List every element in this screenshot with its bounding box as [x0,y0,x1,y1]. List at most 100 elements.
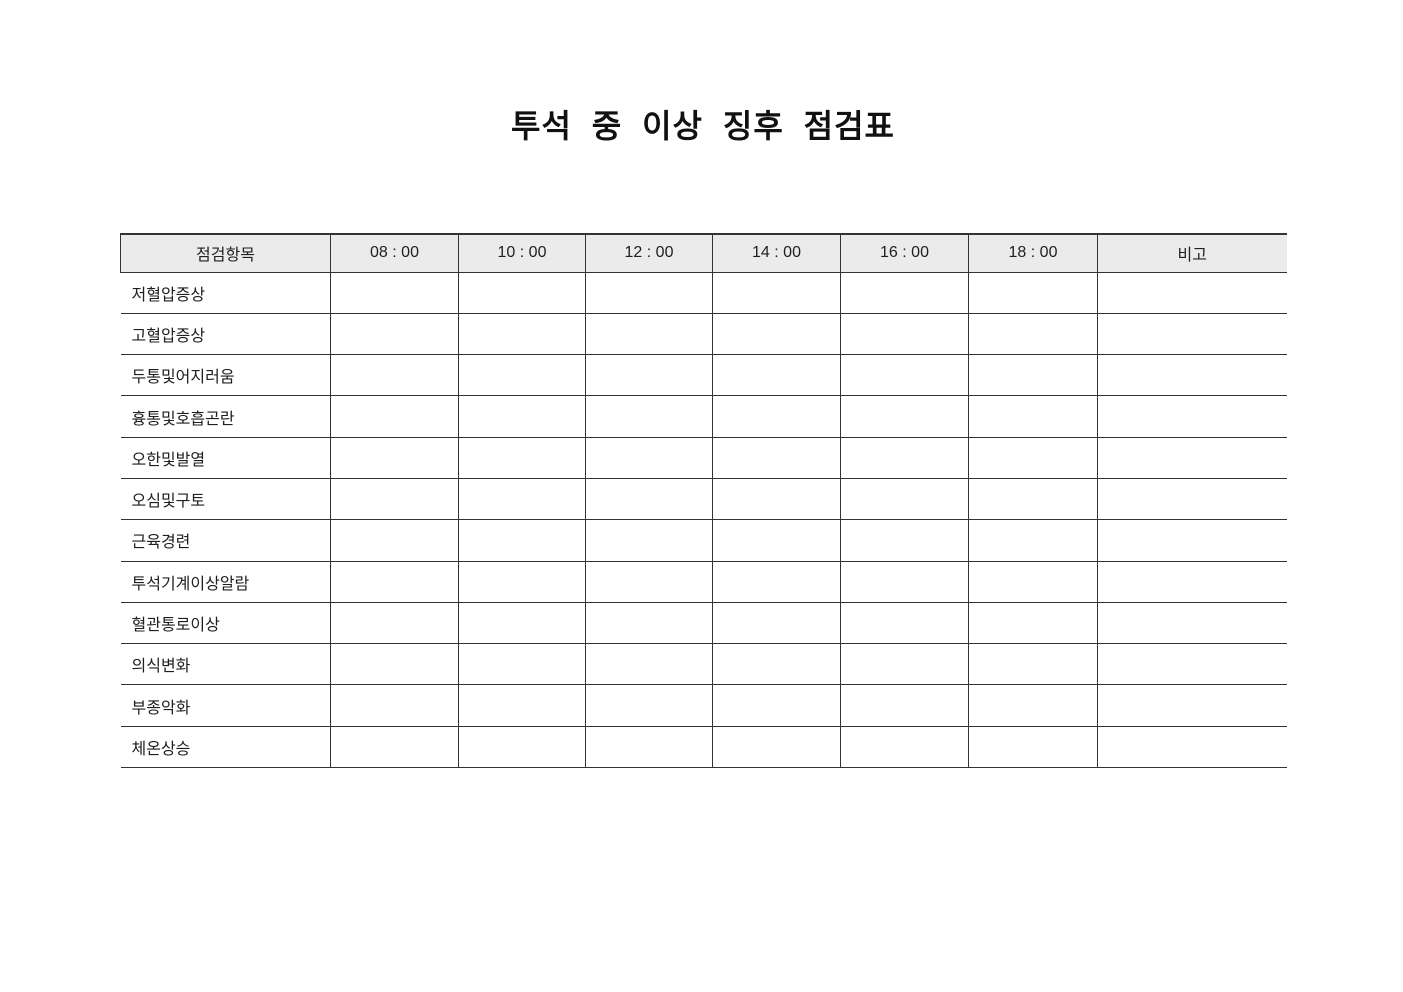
check-cell [968,602,1098,645]
check-cell [330,519,459,562]
header-cell-time-1800: 18 : 00 [968,233,1098,273]
check-cell [712,519,841,562]
check-cell [968,643,1098,686]
check-cell [840,561,969,603]
remarks-cell [1097,643,1287,686]
table-row: 의식변화 [120,643,1287,686]
check-cell [840,602,969,645]
check-cell [458,395,586,438]
header-cell-time-0800: 08 : 00 [330,233,459,273]
table-row: 흉통및호흡곤란 [120,395,1287,438]
check-cell [330,684,459,727]
check-cell [712,272,841,314]
check-cell [458,519,586,562]
row-label: 체온상승 [120,726,331,769]
check-cell [330,643,459,686]
header-cell-remarks: 비고 [1097,233,1287,273]
check-cell [330,726,459,769]
check-cell [968,395,1098,438]
check-cell [840,395,969,438]
check-cell [840,643,969,686]
row-label: 흉통및호흡곤란 [120,395,331,438]
check-cell [968,313,1098,356]
check-cell [968,726,1098,769]
check-cell [712,354,841,397]
check-cell [458,726,586,769]
remarks-cell [1097,395,1287,438]
check-cell [840,684,969,727]
check-cell [458,602,586,645]
table-row: 두통및어지러움 [120,354,1287,397]
check-cell [585,643,713,686]
check-cell [330,478,459,521]
check-cell [458,272,586,314]
check-cell [458,643,586,686]
row-label: 부종악화 [120,684,331,727]
table-row: 오한및발열 [120,437,1287,479]
check-cell [458,313,586,356]
check-cell [458,437,586,479]
check-cell [968,437,1098,479]
check-cell [330,272,459,314]
check-cell [585,519,713,562]
row-label: 근육경련 [120,519,331,562]
check-cell [840,272,969,314]
remarks-cell [1097,602,1287,645]
header-cell-time-1000: 10 : 00 [458,233,586,273]
remarks-cell [1097,272,1287,314]
check-cell [840,478,969,521]
check-cell [585,726,713,769]
check-cell [458,561,586,603]
check-cell [712,726,841,769]
check-cell [968,272,1098,314]
remarks-cell [1097,354,1287,397]
header-cell-time-1600: 16 : 00 [840,233,969,273]
remarks-cell [1097,437,1287,479]
remarks-cell [1097,313,1287,356]
check-cell [585,437,713,479]
row-label: 고혈압증상 [120,313,331,356]
table-row: 투석기계이상알람 [120,561,1287,603]
check-cell [968,519,1098,562]
check-cell [712,478,841,521]
check-cell [840,354,969,397]
check-cell [585,354,713,397]
check-cell [585,272,713,314]
table-row: 고혈압증상 [120,313,1287,356]
check-cell [712,561,841,603]
remarks-cell [1097,519,1287,562]
check-cell [585,313,713,356]
check-cell [330,561,459,603]
check-cell [458,684,586,727]
table-row: 체온상승 [120,726,1287,769]
check-cell [330,313,459,356]
check-cell [330,602,459,645]
remarks-cell [1097,478,1287,521]
header-cell-time-1400: 14 : 00 [712,233,841,273]
row-label: 오심및구토 [120,478,331,521]
check-cell [840,313,969,356]
remarks-cell [1097,684,1287,727]
table-row: 혈관통로이상 [120,602,1287,645]
row-label: 혈관통로이상 [120,602,331,645]
check-cell [585,684,713,727]
check-cell [585,395,713,438]
row-label: 투석기계이상알람 [120,561,331,603]
header-cell-item: 점검항목 [120,233,331,273]
check-cell [330,395,459,438]
remarks-cell [1097,561,1287,603]
check-cell [458,354,586,397]
check-cell [712,643,841,686]
check-cell [712,684,841,727]
check-cell [712,437,841,479]
document-title: 투석 중 이상 징후 점검표 [511,108,895,144]
table-row: 근육경련 [120,519,1287,562]
row-label: 저혈압증상 [120,272,331,314]
check-cell [968,478,1098,521]
table-row: 부종악화 [120,684,1287,727]
remarks-cell [1097,726,1287,769]
check-cell [968,354,1098,397]
check-cell [330,437,459,479]
row-label: 오한및발열 [120,437,331,479]
